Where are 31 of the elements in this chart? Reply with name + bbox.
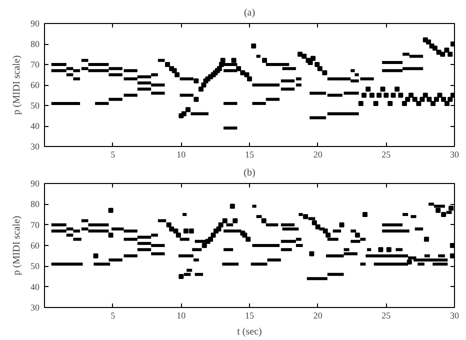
y-tick-label: 50	[30, 100, 40, 110]
x-tick-label: 20	[313, 310, 323, 320]
chart-title: (a)	[244, 8, 256, 18]
chart-title: (b)	[244, 168, 256, 178]
y-tick-label: 90	[30, 18, 40, 28]
x-tick-label: 20	[313, 150, 323, 160]
y-tick-label: 70	[30, 220, 40, 230]
y-tick-label: 60	[30, 240, 40, 250]
y-tick-label: 90	[30, 178, 40, 188]
x-tick-label: 30	[450, 310, 460, 320]
x-tick-label: 25	[382, 150, 392, 160]
x-tick-label: 15	[245, 310, 254, 320]
y-axis-title: p (MIDI scale)	[12, 216, 22, 276]
y-tick-label: 60	[30, 80, 40, 90]
y-tick-label: 40	[30, 282, 40, 292]
x-tick-label: 5	[110, 310, 116, 320]
x-tick-label: 15	[245, 150, 254, 160]
x-tick-label: 30	[450, 150, 460, 160]
y-tick-label: 80	[30, 39, 40, 49]
x-tick-label: 10	[176, 310, 186, 320]
x-axis-title: t (sec)	[237, 326, 262, 338]
y-tick-label: 30	[30, 142, 40, 152]
x-tick-label: 25	[382, 310, 392, 320]
x-tick-label: 10	[176, 150, 186, 160]
y-tick-label: 80	[30, 199, 40, 210]
x-tick-label: 5	[110, 150, 116, 160]
y-tick-label: 30	[30, 302, 40, 312]
y-tick-label: 40	[30, 121, 40, 131]
y-tick-label: 50	[30, 261, 40, 272]
y-axis-title: p (MIDI scale)	[12, 55, 22, 115]
y-tick-label: 70	[30, 60, 40, 70]
